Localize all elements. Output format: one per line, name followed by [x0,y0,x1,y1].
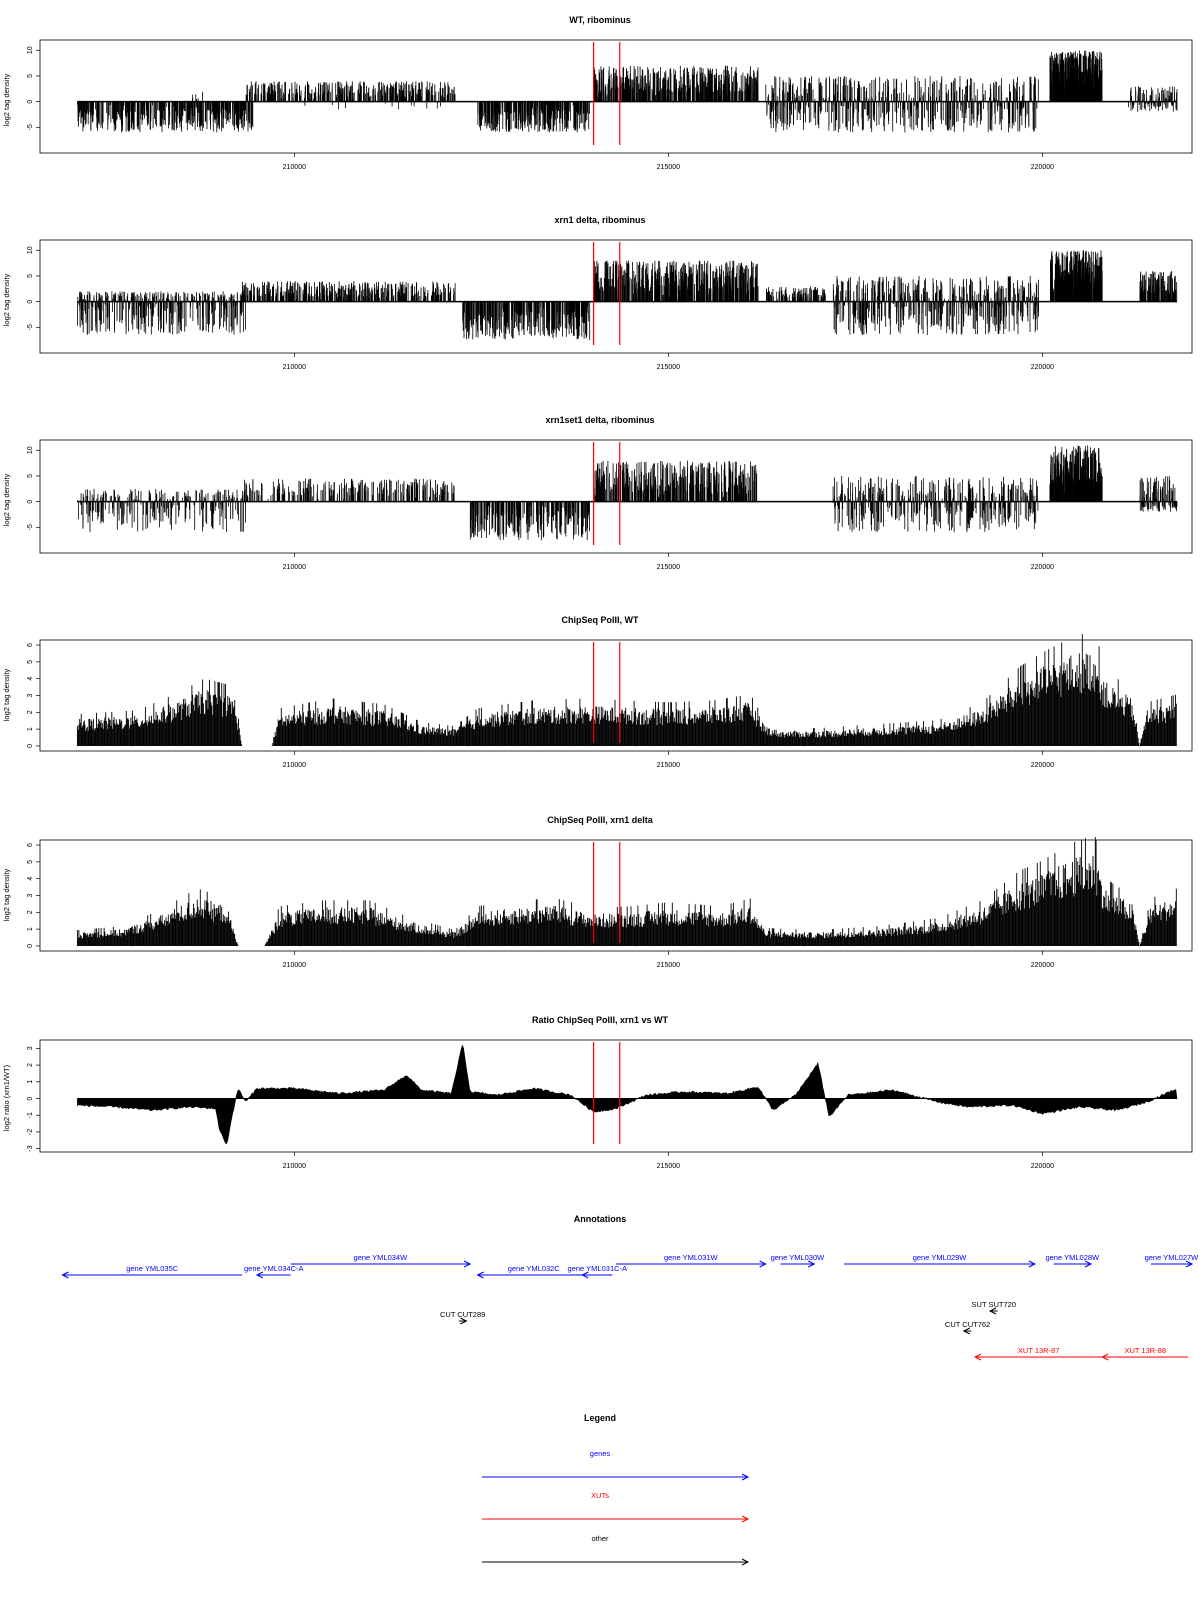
panel-wt-ribominus: WT, ribominus log2 tag density -5 0 5 10 210… [2,15,1193,171]
data-series [77,50,1178,133]
plot-frame [39,239,1193,354]
plot-frame [39,39,1193,154]
y-axis: -5 0 5 10 [27,46,40,130]
y-tick-label: 10 [27,46,34,54]
x-axis: 210000 215000 220000 [283,153,1054,171]
data-series [77,250,1178,340]
y-axis-label: log2 tag density [2,73,11,126]
panel-title: WT, ribominus [569,15,631,25]
x-tick-label: 210000 [283,164,306,171]
panel-xrn1-ribominus: xrn1 delta, ribominus log2 tag density -… [2,215,1193,371]
panel-title: xrn1 delta, ribominus [554,215,645,225]
y-tick-label: 5 [27,74,34,78]
x-tick-label: 215000 [657,164,680,171]
y-tick-label: -5 [27,124,34,130]
y-axis-label: log2 tag density [2,273,11,326]
x-tick-label: 220000 [1031,164,1054,171]
y-tick-label: 0 [27,100,34,104]
